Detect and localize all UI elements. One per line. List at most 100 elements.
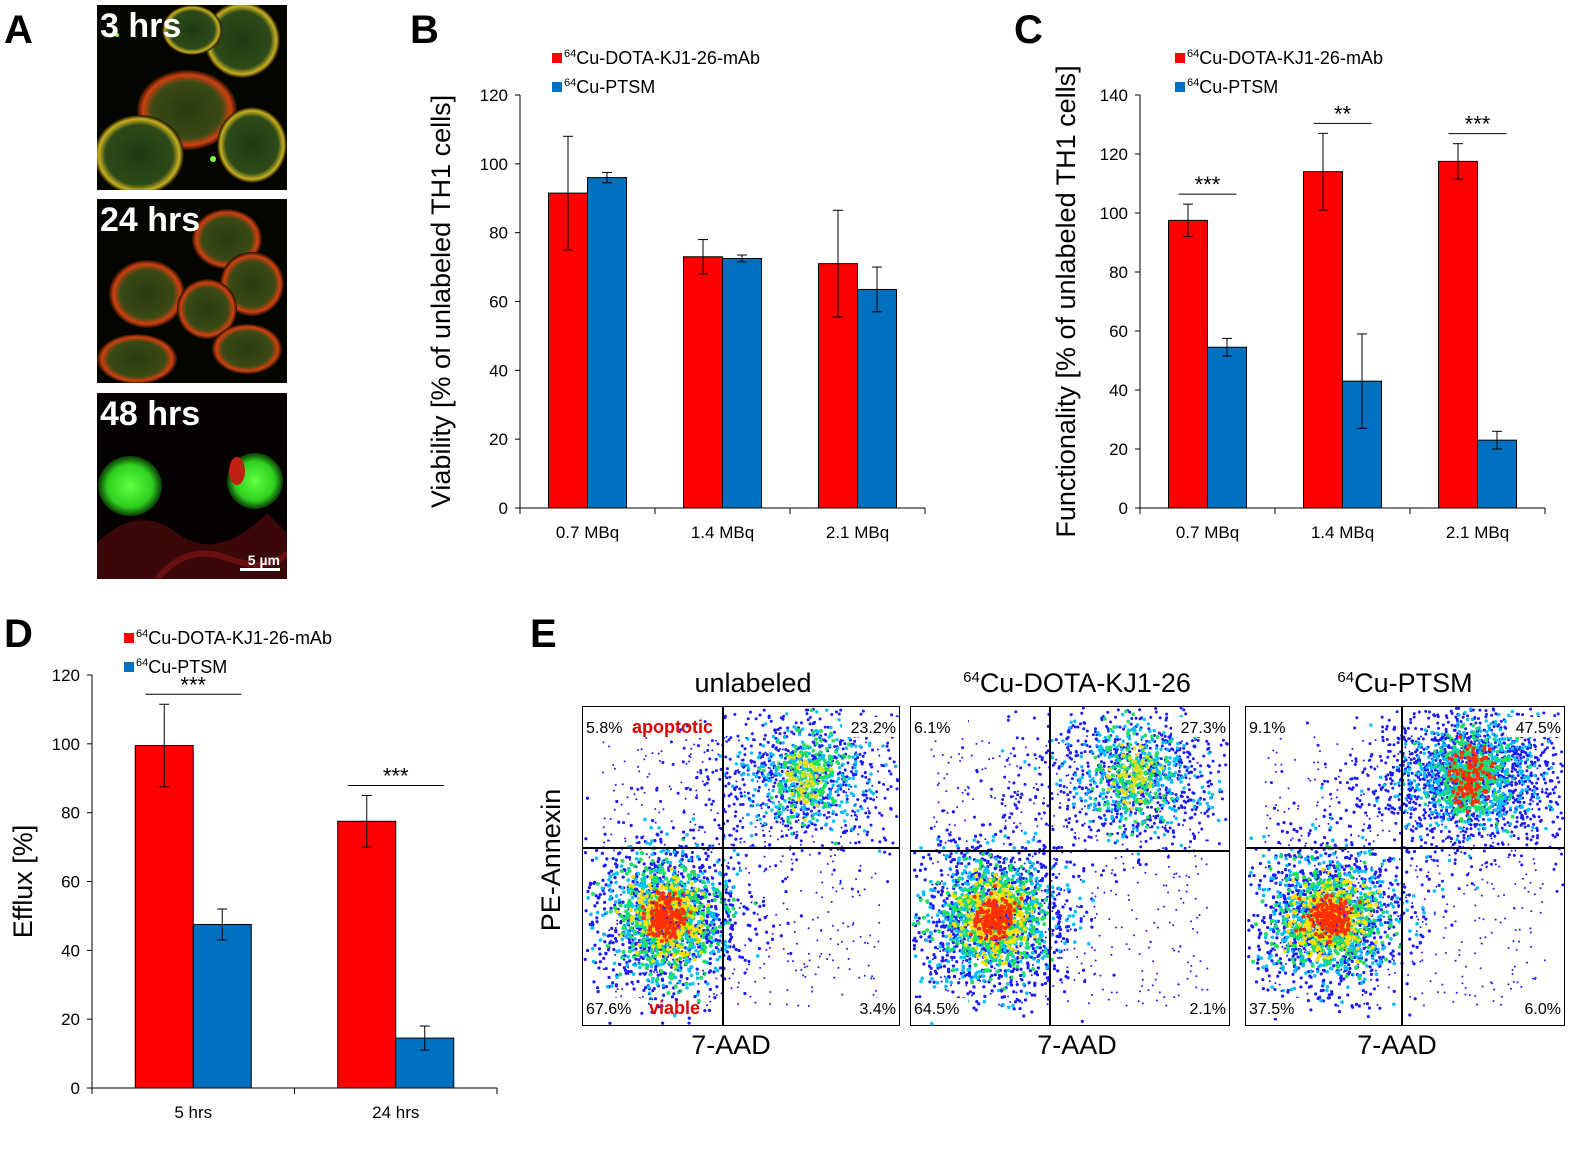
quadrant-label-bg [1507, 998, 1563, 1018]
flow-dots [1247, 706, 1565, 1021]
quadrant-upper-right-value: 27.3% [1181, 720, 1226, 737]
quadrant-label-bg [1247, 998, 1303, 1018]
x-tick-label: 2.1 MBq [826, 523, 889, 542]
y-tick-label: 100 [1100, 204, 1128, 223]
y-tick-label: 140 [1100, 86, 1128, 105]
flow-plot-frame [582, 706, 900, 1026]
y-tick-label: 120 [480, 86, 508, 105]
micrograph-3hrs-image [97, 5, 287, 190]
quadrant-label-bg [1247, 717, 1303, 737]
significance-label: *** [1195, 172, 1221, 197]
legend-swatch [552, 53, 562, 63]
significance-label: *** [383, 763, 409, 788]
y-tick-label: 0 [1119, 499, 1128, 518]
chart-efflux: 0 20 40 60 80 100 120 Efflux [%] 5 hrs *** 24 hrs *… [8, 628, 498, 1122]
legend-swatch [552, 82, 562, 92]
y-axis-label: Efflux [%] [8, 825, 38, 939]
y-tick-label: 20 [1109, 440, 1128, 459]
y-tick-label: 80 [489, 224, 508, 243]
quadrant-lower-right-value: 6.0% [1525, 1001, 1561, 1018]
micrograph-label-3hrs: 3 hrs [100, 7, 182, 45]
micrograph-48hrs-image [97, 393, 287, 579]
significance-label: *** [180, 672, 206, 697]
flow-y-axis-label: PE-Annexin [536, 789, 566, 932]
bar [337, 820, 397, 1089]
quadrant-upper-left-value: 6.1% [914, 720, 950, 737]
quadrant-lower-left-value: 37.5% [1249, 1001, 1294, 1018]
x-tick-label: 5 hrs [174, 1103, 212, 1122]
legend-swatch [124, 662, 134, 672]
quadrant-label-bg [842, 717, 898, 737]
quadrant-label-bg [1507, 717, 1563, 737]
bar [587, 177, 627, 509]
significance-label: ** [1334, 101, 1352, 126]
y-tick-label: 40 [489, 361, 508, 380]
quadrant-label-bg [912, 998, 968, 1018]
x-tick-label: 1.4 MBq [1311, 523, 1374, 542]
bar [1303, 171, 1343, 509]
flow-title-1: unlabeled [694, 668, 812, 698]
y-tick-label: 80 [61, 804, 80, 823]
bar [722, 257, 762, 509]
quadrant-label-bg [842, 998, 898, 1018]
y-tick-label: 20 [61, 1010, 80, 1029]
quadrant-label-bg [912, 717, 968, 737]
y-tick-label: 20 [489, 430, 508, 449]
y-tick-label: 100 [52, 735, 80, 754]
y-tick-label: 120 [1100, 145, 1128, 164]
micrograph-label-48hrs: 48 hrs [100, 395, 201, 433]
legend-swatch [124, 633, 134, 643]
y-tick-label: 40 [1109, 381, 1128, 400]
flow-ylabel-svg: PE-Annexin [536, 789, 566, 932]
flow-x-axis-label-2: 7-AAD [1037, 1030, 1117, 1060]
flow-x-axis-label-3: 7-AAD [1357, 1030, 1437, 1060]
y-axis-label: Viability [% of unlabeled TH1 cells] [426, 95, 456, 508]
flow-plot-ptsm: 9.1% 47.5% 37.5% 6.0% [1245, 706, 1565, 1026]
x-tick-label: 0.7 MBq [556, 523, 619, 542]
quadrant-upper-left-value: 5.8% [586, 720, 622, 737]
legend-label: 64Cu-DOTA-KJ1-26-mAb [1187, 48, 1383, 68]
bar [857, 288, 897, 509]
y-tick-label: 0 [71, 1079, 80, 1098]
quadrant-lower-right-value: 2.1% [1190, 1001, 1226, 1018]
y-tick-label: 0 [499, 499, 508, 518]
significance-label: *** [1465, 112, 1491, 137]
bar [1438, 160, 1478, 509]
quadrant-label-bg [1172, 717, 1228, 737]
bar [192, 924, 252, 1089]
flow-plot-unlabeled: 5.8% 23.2% 67.6% 3.4% apoptotic viable [582, 706, 900, 1026]
quadrant-label-bg [1172, 998, 1228, 1018]
flow-dots [911, 706, 1229, 1026]
quadrant-lower-left-value: 67.6% [586, 1001, 631, 1018]
micrograph-24hrs-image [97, 199, 287, 383]
x-tick-label: 2.1 MBq [1446, 523, 1509, 542]
chart-viability: 0 20 40 60 80 100 120 Viability [% of unlabeled… [426, 48, 926, 542]
chart-functionality: 0 20 40 60 80 100 120 140 Functionality [% of un… [1051, 48, 1546, 542]
quadrant-label-bg [584, 717, 640, 737]
legend-label: 64Cu-PTSM [1187, 77, 1278, 97]
y-tick-label: 80 [1109, 263, 1128, 282]
x-tick-label: 0.7 MBq [1176, 523, 1239, 542]
legend-swatch [1175, 53, 1185, 63]
panel-letter-a: A [4, 8, 33, 52]
quadrant-upper-left-value: 9.1% [1249, 720, 1285, 737]
micrograph-24hrs: 24 hrs [97, 199, 287, 383]
flow-dots [583, 707, 900, 1025]
y-tick-label: 40 [61, 941, 80, 960]
flow-x-axis-label-1: 7-AAD [691, 1030, 771, 1060]
panel-letter-e: E [530, 612, 557, 656]
micrograph-48hrs: 48 hrs 5 µm [97, 393, 287, 579]
y-tick-label: 100 [480, 155, 508, 174]
legend-label: 64Cu-PTSM [136, 657, 227, 677]
y-tick-label: 60 [489, 293, 508, 312]
flow-plot-kj1-26: 6.1% 27.3% 64.5% 2.1% [910, 706, 1230, 1026]
y-tick-label: 60 [61, 873, 80, 892]
annotation-apoptotic: apoptotic [632, 717, 713, 737]
legend-label: 64Cu-DOTA-KJ1-26-mAb [564, 48, 760, 68]
scale-bar-label: 5 µm [247, 552, 280, 568]
quadrant-lower-left-value: 64.5% [914, 1001, 959, 1018]
y-tick-label: 60 [1109, 322, 1128, 341]
bar [134, 745, 194, 1089]
y-axis-label: Functionality [% of unlabeled TH1 cells] [1051, 65, 1081, 537]
micrograph-label-24hrs: 24 hrs [100, 201, 201, 239]
